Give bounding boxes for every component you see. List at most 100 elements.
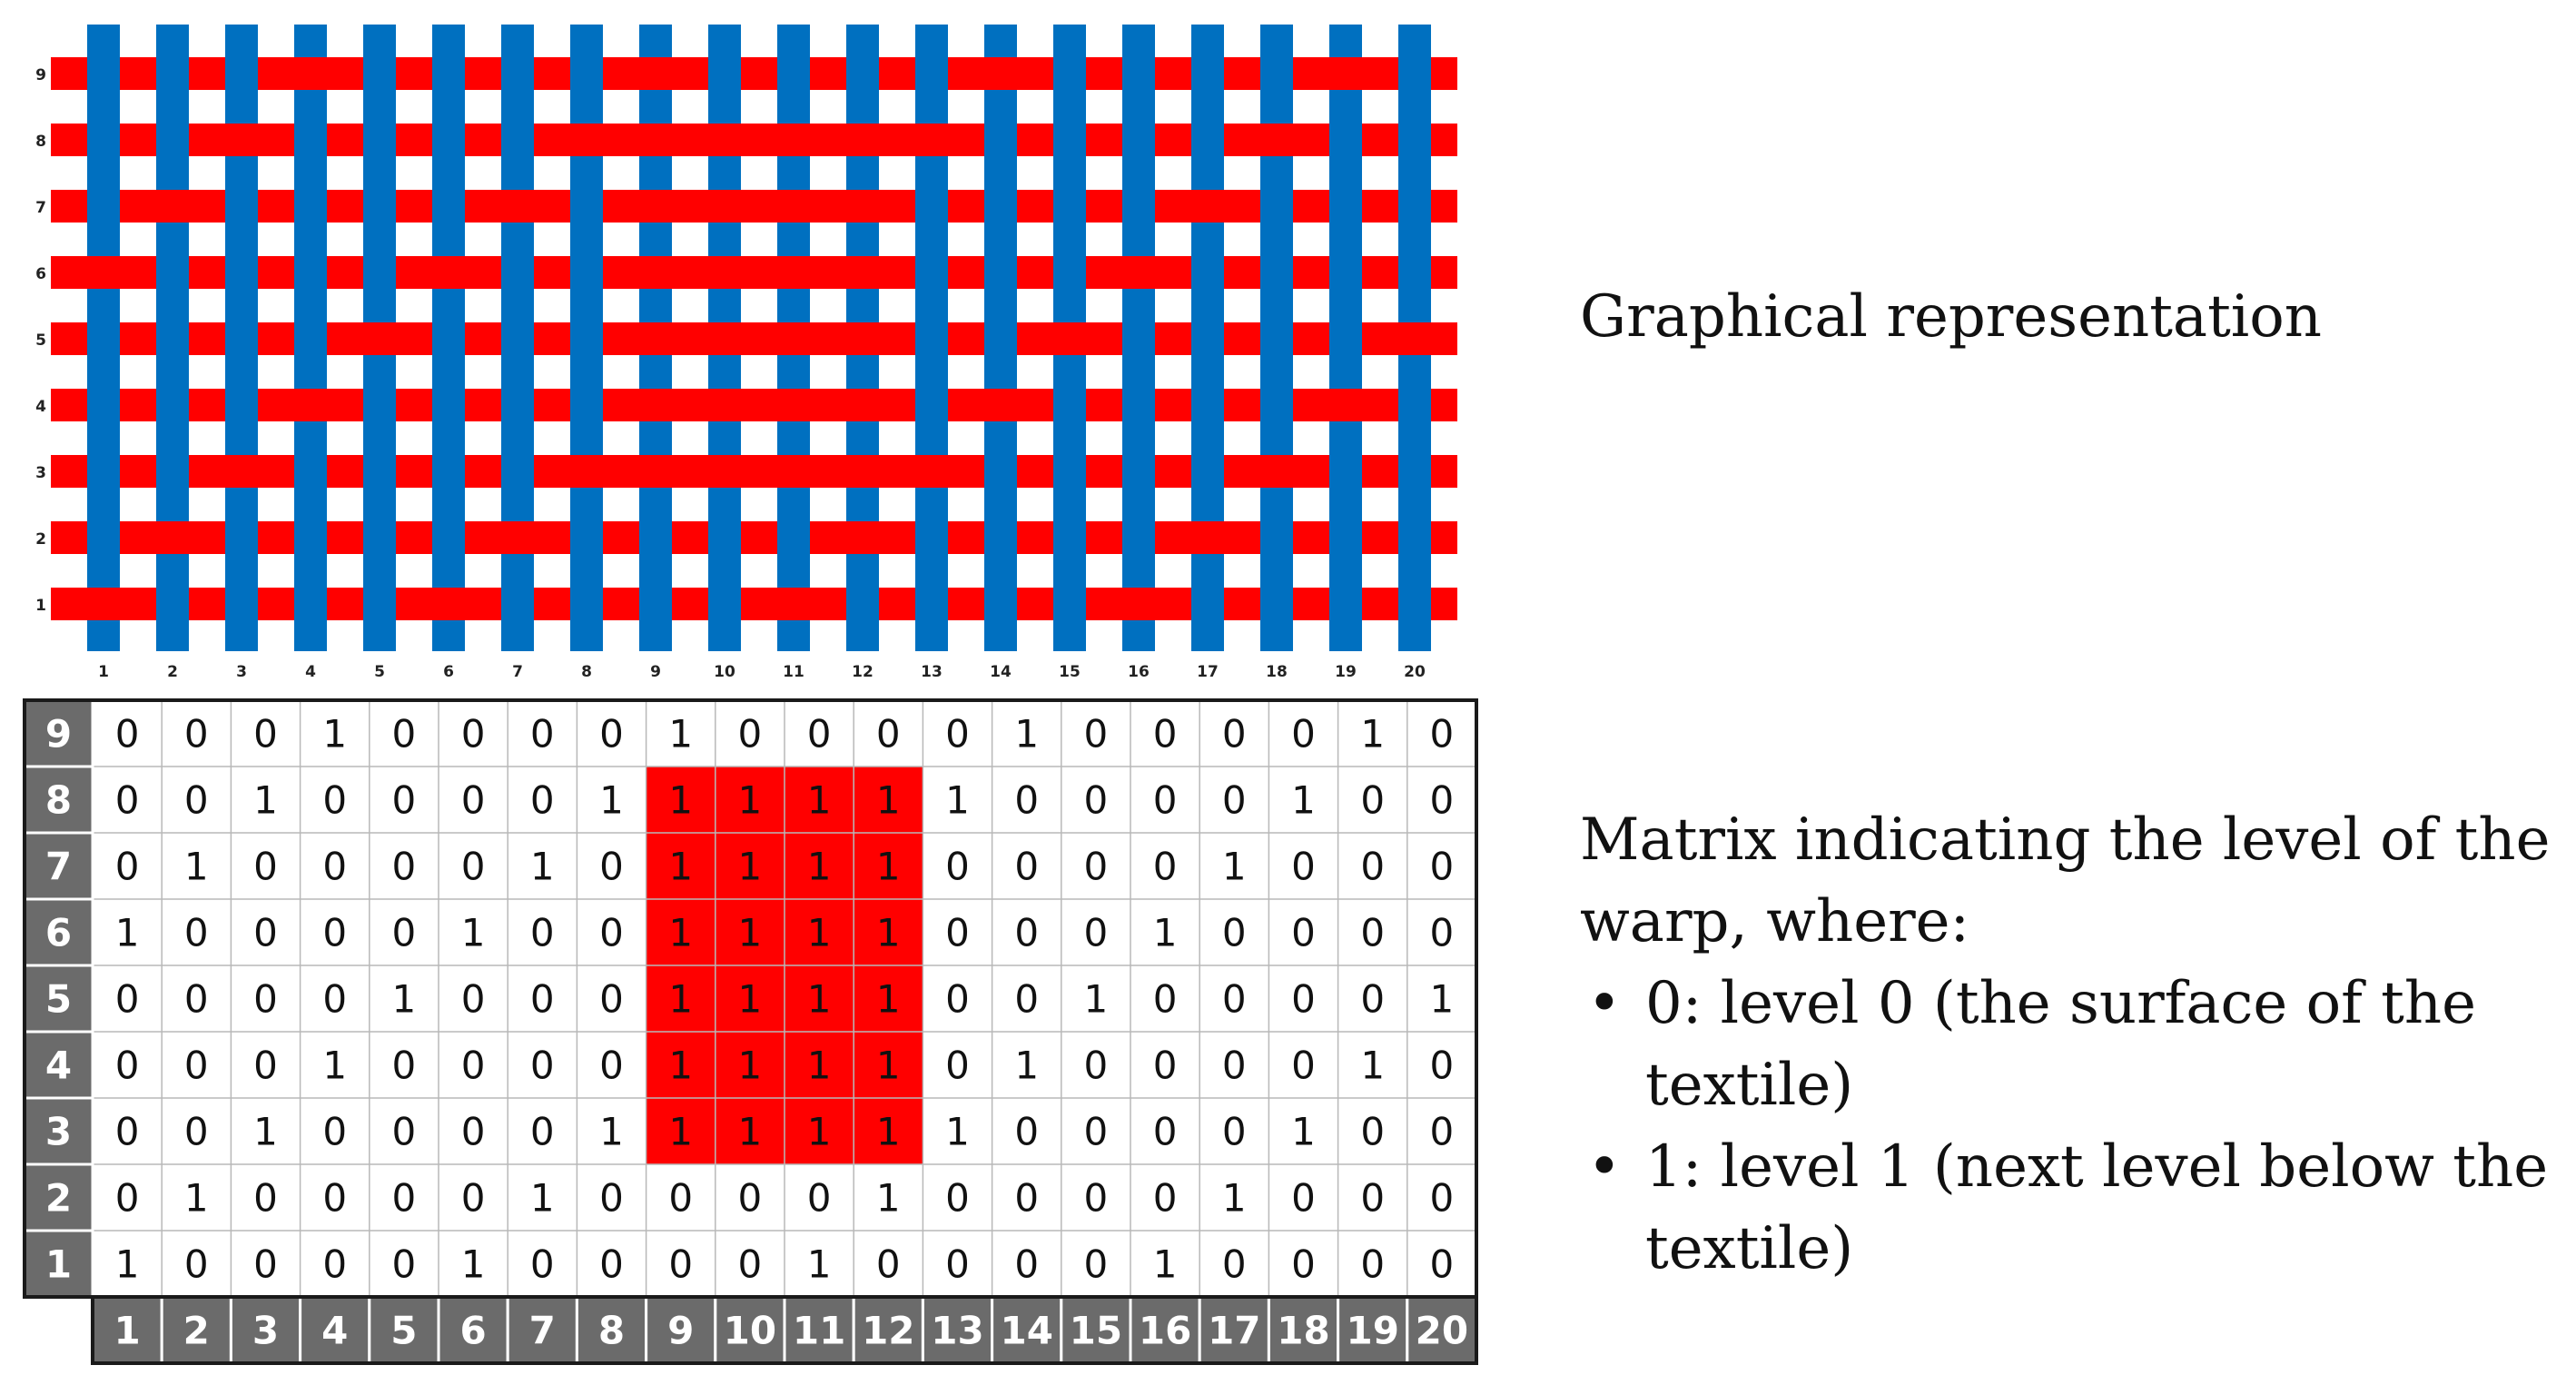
matrix-cell-r7-c13: 0 — [945, 845, 970, 889]
matrix-cell-r8-c12: 1 — [876, 778, 901, 823]
weft-over-warp-r6-c11 — [775, 256, 812, 289]
matrix-cell-r5-c19: 0 — [1360, 977, 1385, 1022]
matrix-cell-r4-c19: 1 — [1360, 1044, 1385, 1088]
weft-over-warp-r4-c4 — [292, 389, 329, 421]
matrix-cell-r7-c8: 0 — [599, 845, 624, 889]
weft-over-warp-r1-c16 — [1120, 588, 1157, 620]
matrix-cell-r6-c18: 0 — [1291, 911, 1316, 955]
matrix-cell-r4-c10: 1 — [738, 1044, 763, 1088]
weave-col-label-20: 20 — [1404, 663, 1426, 681]
matrix-cell-r9-c12: 0 — [876, 712, 901, 757]
matrix-cell-r4-c15: 0 — [1084, 1044, 1109, 1088]
matrix-cell-r2-c6: 0 — [461, 1176, 486, 1221]
weave-col-label-2: 2 — [167, 663, 178, 681]
matrix-cell-r8-c10: 1 — [738, 778, 763, 823]
matrix-cell-r7-c7: 1 — [530, 845, 555, 889]
matrix-col-header-17: 17 — [1208, 1309, 1260, 1353]
weave-col-label-5: 5 — [374, 663, 385, 681]
matrix-row-header-bg-7 — [23, 831, 94, 901]
matrix-cell-r6-c2: 0 — [184, 911, 209, 955]
matrix-cell-r6-c10: 1 — [738, 911, 763, 955]
weft-over-warp-r3-c18 — [1258, 455, 1295, 488]
weft-over-warp-r7-c7 — [499, 190, 536, 223]
matrix-cell-r7-c20: 0 — [1430, 845, 1455, 889]
weft-over-warp-r8-c12 — [844, 124, 881, 156]
weft-over-warp-r5-c9 — [637, 322, 674, 355]
matrix-description-title: Matrix indicating the level of the warp,… — [1580, 806, 2551, 955]
weft-over-warp-r1-c11 — [775, 588, 812, 620]
matrix-cell-r8-c15: 0 — [1084, 778, 1109, 823]
matrix-cell-r5-c11: 1 — [807, 977, 832, 1022]
matrix-row-header-8: 8 — [45, 778, 72, 823]
weft-over-warp-r6-c10 — [706, 256, 743, 289]
weave-row-label-9: 9 — [35, 66, 46, 84]
matrix-cell-r6-c16: 1 — [1153, 911, 1178, 955]
matrix-cell-r2-c7: 1 — [530, 1176, 555, 1221]
weave-col-label-7: 7 — [512, 663, 523, 681]
matrix-cell-r7-c18: 0 — [1291, 845, 1316, 889]
weft-over-warp-r8-c18 — [1258, 124, 1295, 156]
weft-over-warp-r8-c9 — [637, 124, 674, 156]
weft-over-warp-r5-c11 — [775, 322, 812, 355]
graphical-representation-label: Graphical representation — [1580, 283, 2322, 351]
matrix-cell-r8-c1: 0 — [115, 778, 140, 823]
matrix-col-header-5: 5 — [390, 1309, 417, 1353]
matrix-col-header-4: 4 — [321, 1309, 348, 1353]
matrix-cell-r8-c3: 1 — [253, 778, 278, 823]
weft-over-warp-r3-c9 — [637, 455, 674, 488]
matrix-cell-r9-c5: 0 — [392, 712, 417, 757]
matrix-cell-r9-c11: 0 — [807, 712, 832, 757]
weave-col-label-12: 12 — [852, 663, 873, 681]
weft-over-warp-r3-c12 — [844, 455, 881, 488]
weave-col-label-8: 8 — [581, 663, 592, 681]
weft-over-warp-r6-c12 — [844, 256, 881, 289]
matrix-cell-r9-c10: 0 — [738, 712, 763, 757]
matrix-cell-r5-c8: 0 — [599, 977, 624, 1022]
matrix-cell-r9-c3: 0 — [253, 712, 278, 757]
matrix-cell-r5-c18: 0 — [1291, 977, 1316, 1022]
matrix-cell-r3-c1: 0 — [115, 1110, 140, 1154]
matrix-cell-r4-c4: 1 — [322, 1044, 347, 1088]
matrix-cell-r1-c9: 0 — [668, 1242, 693, 1287]
matrix-cell-r4-c20: 0 — [1430, 1044, 1455, 1088]
matrix-cell-r2-c18: 0 — [1291, 1176, 1316, 1221]
matrix-cell-r4-c16: 0 — [1153, 1044, 1178, 1088]
matrix-cell-r4-c2: 0 — [184, 1044, 209, 1088]
weft-over-warp-r3-c11 — [775, 455, 812, 488]
legend-item-level-1: 1: level 1 (next level below the textile… — [1580, 1126, 2561, 1290]
matrix-cell-r9-c9: 1 — [668, 712, 693, 757]
warp-thread-1 — [87, 25, 120, 651]
matrix-cell-r8-c11: 1 — [807, 778, 832, 823]
matrix-cell-r1-c7: 0 — [530, 1242, 555, 1287]
matrix-cell-r1-c5: 0 — [392, 1242, 417, 1287]
matrix-cell-r8-c19: 0 — [1360, 778, 1385, 823]
legend-item-level-0: 0: level 0 (the surface of the textile) — [1580, 963, 2561, 1126]
matrix-col-header-bg-15 — [1060, 1295, 1132, 1365]
matrix-cell-r6-c15: 0 — [1084, 911, 1109, 955]
matrix-cell-r2-c1: 0 — [115, 1176, 140, 1221]
matrix-cell-r5-c9: 1 — [668, 977, 693, 1022]
matrix-cell-r6-c6: 1 — [461, 911, 486, 955]
matrix-cell-r5-c12: 1 — [876, 977, 901, 1022]
weft-over-warp-r4-c19 — [1327, 389, 1364, 421]
matrix-cell-r3-c4: 0 — [322, 1110, 347, 1154]
weave-col-label-19: 19 — [1335, 663, 1357, 681]
weft-over-warp-r4-c11 — [775, 389, 812, 421]
weave-col-label-14: 14 — [990, 663, 1012, 681]
matrix-cell-r4-c6: 0 — [461, 1044, 486, 1088]
matrix-cell-r1-c13: 0 — [945, 1242, 970, 1287]
matrix-cell-r2-c20: 0 — [1430, 1176, 1455, 1221]
matrix-cell-r3-c14: 0 — [1014, 1110, 1039, 1154]
matrix-cell-r2-c15: 0 — [1084, 1176, 1109, 1221]
matrix-cell-r4-c8: 0 — [599, 1044, 624, 1088]
matrix-cell-r4-c9: 1 — [668, 1044, 693, 1088]
matrix-col-header-12: 12 — [862, 1309, 914, 1353]
matrix-cell-r3-c2: 0 — [184, 1110, 209, 1154]
weft-over-warp-r3-c13 — [913, 455, 950, 488]
matrix-cell-r1-c2: 0 — [184, 1242, 209, 1287]
matrix-cell-r5-c17: 0 — [1222, 977, 1247, 1022]
weft-over-warp-r6-c9 — [637, 256, 674, 289]
matrix-cell-r2-c8: 0 — [599, 1176, 624, 1221]
weft-over-warp-r8-c13 — [913, 124, 950, 156]
matrix-cell-r2-c17: 1 — [1222, 1176, 1247, 1221]
